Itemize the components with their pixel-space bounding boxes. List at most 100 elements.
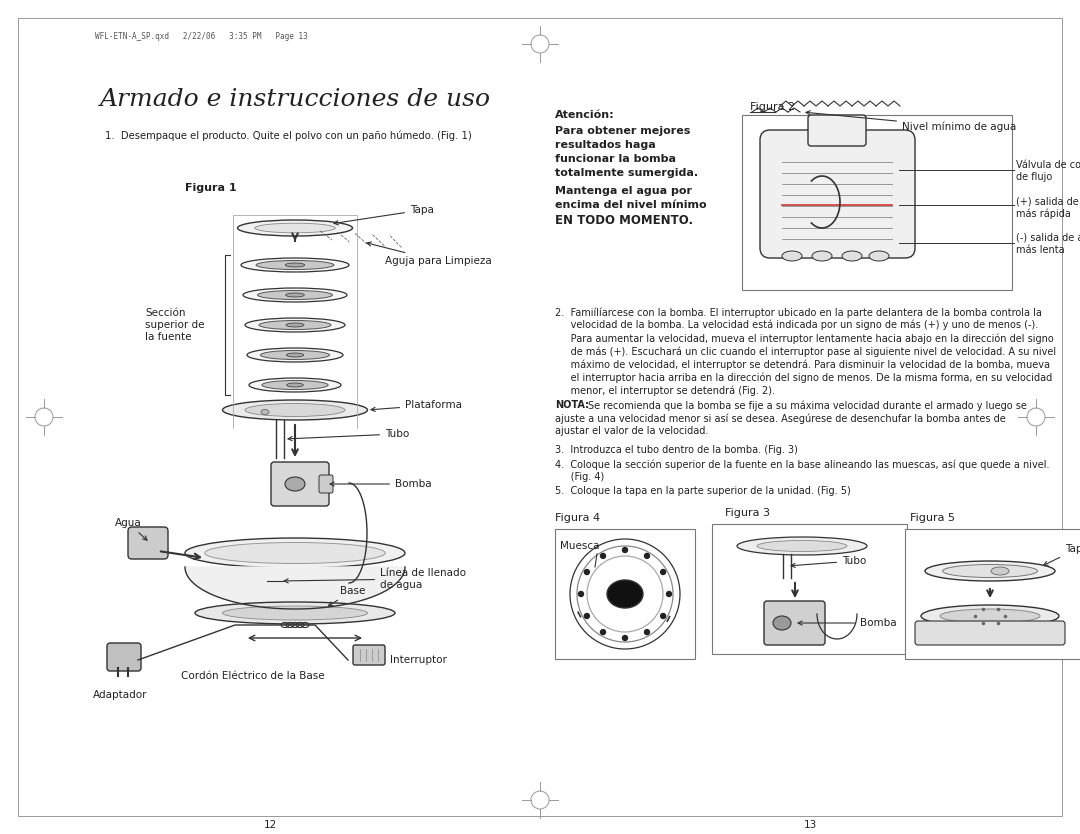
Text: Figura 3: Figura 3 [725, 508, 770, 518]
Text: Cordón Eléctrico de la Base: Cordón Eléctrico de la Base [181, 671, 325, 681]
Text: Agua: Agua [114, 518, 147, 540]
Text: (+) salida de agua
más rápida: (+) salida de agua más rápida [1016, 197, 1080, 219]
Circle shape [645, 554, 649, 559]
Ellipse shape [241, 258, 349, 272]
Ellipse shape [261, 380, 328, 389]
Circle shape [600, 630, 606, 635]
Text: el interruptor hacia arriba en la dirección del signo de menos. De la misma form: el interruptor hacia arriba en la direcc… [555, 372, 1052, 383]
Ellipse shape [940, 609, 1040, 623]
Ellipse shape [773, 616, 791, 630]
Ellipse shape [285, 263, 305, 267]
Ellipse shape [247, 348, 343, 362]
Text: Tubo: Tubo [791, 556, 866, 567]
Ellipse shape [243, 288, 347, 302]
Ellipse shape [222, 606, 367, 620]
Circle shape [600, 554, 606, 559]
Text: Adaptador: Adaptador [93, 690, 147, 700]
FancyBboxPatch shape [760, 130, 915, 258]
FancyBboxPatch shape [808, 115, 866, 146]
FancyBboxPatch shape [764, 601, 825, 645]
Text: 5.  Coloque la tapa en la parte superior de la unidad. (Fig. 5): 5. Coloque la tapa en la parte superior … [555, 486, 851, 496]
FancyBboxPatch shape [271, 462, 329, 506]
Circle shape [584, 570, 590, 575]
Text: Línea de llenado
de agua: Línea de llenado de agua [284, 568, 465, 590]
FancyBboxPatch shape [353, 645, 384, 665]
Polygon shape [185, 567, 405, 609]
Text: de más (+). Escuchará un clic cuando el interruptor pase al siguiente nivel de v: de más (+). Escuchará un clic cuando el … [555, 346, 1056, 356]
Text: Mantenga el agua por: Mantenga el agua por [555, 186, 692, 196]
Ellipse shape [286, 353, 303, 357]
Ellipse shape [782, 251, 802, 261]
Text: encima del nivel mínimo: encima del nivel mínimo [555, 200, 706, 210]
Ellipse shape [260, 350, 329, 359]
Ellipse shape [257, 290, 333, 299]
Ellipse shape [245, 404, 345, 416]
Text: (-) salida de agua
más lenta: (-) salida de agua más lenta [1016, 233, 1080, 254]
Text: funcionar la bomba: funcionar la bomba [555, 154, 676, 164]
Text: Figura 4: Figura 4 [555, 513, 600, 523]
Text: Válvula de control
de flujo: Válvula de control de flujo [1016, 160, 1080, 182]
Ellipse shape [222, 400, 367, 420]
Text: Figura 1: Figura 1 [185, 183, 237, 193]
Text: Interruptor: Interruptor [390, 655, 447, 665]
Text: 13: 13 [804, 820, 816, 830]
Text: Tapa: Tapa [334, 205, 434, 225]
Bar [555, 529, 696, 659]
Ellipse shape [261, 409, 269, 414]
Circle shape [661, 570, 665, 575]
Text: totalmente sumergida.: totalmente sumergida. [555, 168, 698, 178]
Ellipse shape [285, 293, 305, 297]
Ellipse shape [921, 605, 1059, 627]
FancyBboxPatch shape [319, 475, 333, 493]
Ellipse shape [943, 565, 1038, 577]
Ellipse shape [238, 220, 352, 236]
FancyBboxPatch shape [915, 621, 1065, 645]
Bar [905, 529, 1080, 659]
Ellipse shape [869, 251, 889, 261]
Text: 4.  Coloque la sección superior de la fuente en la base alineando las muescas, a: 4. Coloque la sección superior de la fue… [555, 459, 1050, 470]
Ellipse shape [195, 602, 395, 624]
Text: (Fig. 4): (Fig. 4) [555, 472, 604, 482]
Text: Base: Base [328, 586, 365, 605]
Text: resultados haga: resultados haga [555, 140, 656, 150]
Circle shape [622, 636, 627, 641]
Text: velocidad de la bomba. La velocidad está indicada por un signo de más (+) y uno : velocidad de la bomba. La velocidad está… [555, 320, 1038, 330]
Text: WFL-ETN-A_SP.qxd   2/22/06   3:35 PM   Page 13: WFL-ETN-A_SP.qxd 2/22/06 3:35 PM Page 13 [95, 32, 308, 41]
Text: Bomba: Bomba [798, 618, 896, 628]
Ellipse shape [757, 540, 847, 551]
Text: Aguja para Limpieza: Aguja para Limpieza [367, 242, 491, 266]
FancyBboxPatch shape [107, 643, 141, 671]
Ellipse shape [255, 224, 335, 233]
Text: 2.  Famiílíarcese con la bomba. El interruptor ubicado en la parte delantera de : 2. Famiílíarcese con la bomba. El interr… [555, 307, 1042, 318]
Bar [712, 524, 907, 654]
Text: Figura 5: Figura 5 [910, 513, 955, 523]
FancyBboxPatch shape [129, 527, 168, 559]
Ellipse shape [245, 318, 345, 332]
Circle shape [579, 591, 583, 596]
Text: Muesca: Muesca [561, 541, 599, 551]
Text: 3.  Introduzca el tubo dentro de la bomba. (Fig. 3): 3. Introduzca el tubo dentro de la bomba… [555, 445, 798, 455]
Ellipse shape [842, 251, 862, 261]
Text: Armado e instrucciones de uso: Armado e instrucciones de uso [100, 88, 491, 111]
Text: Figura 2: Figura 2 [750, 102, 795, 112]
Text: Plataforma: Plataforma [372, 400, 462, 411]
Ellipse shape [737, 537, 867, 555]
Ellipse shape [256, 260, 334, 269]
Ellipse shape [607, 580, 643, 608]
Text: 1.  Desempaque el producto. Quite el polvo con un paño húmedo. (Fig. 1): 1. Desempaque el producto. Quite el polv… [105, 130, 472, 140]
Text: Tapa: Tapa [1043, 544, 1080, 565]
Ellipse shape [991, 567, 1009, 575]
Ellipse shape [812, 251, 832, 261]
Text: menor, el interruptor se detendrá (Fig. 2).: menor, el interruptor se detendrá (Fig. … [555, 385, 775, 395]
Ellipse shape [185, 538, 405, 568]
Text: máximo de velocidad, el interruptor se detendrá. Para disminuir la velocidad de : máximo de velocidad, el interruptor se d… [555, 359, 1050, 369]
Text: Sección
superior de
la fuente: Sección superior de la fuente [145, 309, 204, 342]
Text: ajustar el valor de la velocidad.: ajustar el valor de la velocidad. [555, 426, 708, 436]
Ellipse shape [259, 320, 330, 329]
Text: Para aumentar la velocidad, mueva el interruptor lentamente hacia abajo en la di: Para aumentar la velocidad, mueva el int… [555, 333, 1054, 344]
Text: Nivel mínimo de agua: Nivel mínimo de agua [806, 111, 1016, 133]
Circle shape [666, 591, 672, 596]
Text: Tubo: Tubo [288, 429, 409, 440]
Ellipse shape [286, 383, 303, 387]
Text: Bomba: Bomba [330, 479, 432, 489]
